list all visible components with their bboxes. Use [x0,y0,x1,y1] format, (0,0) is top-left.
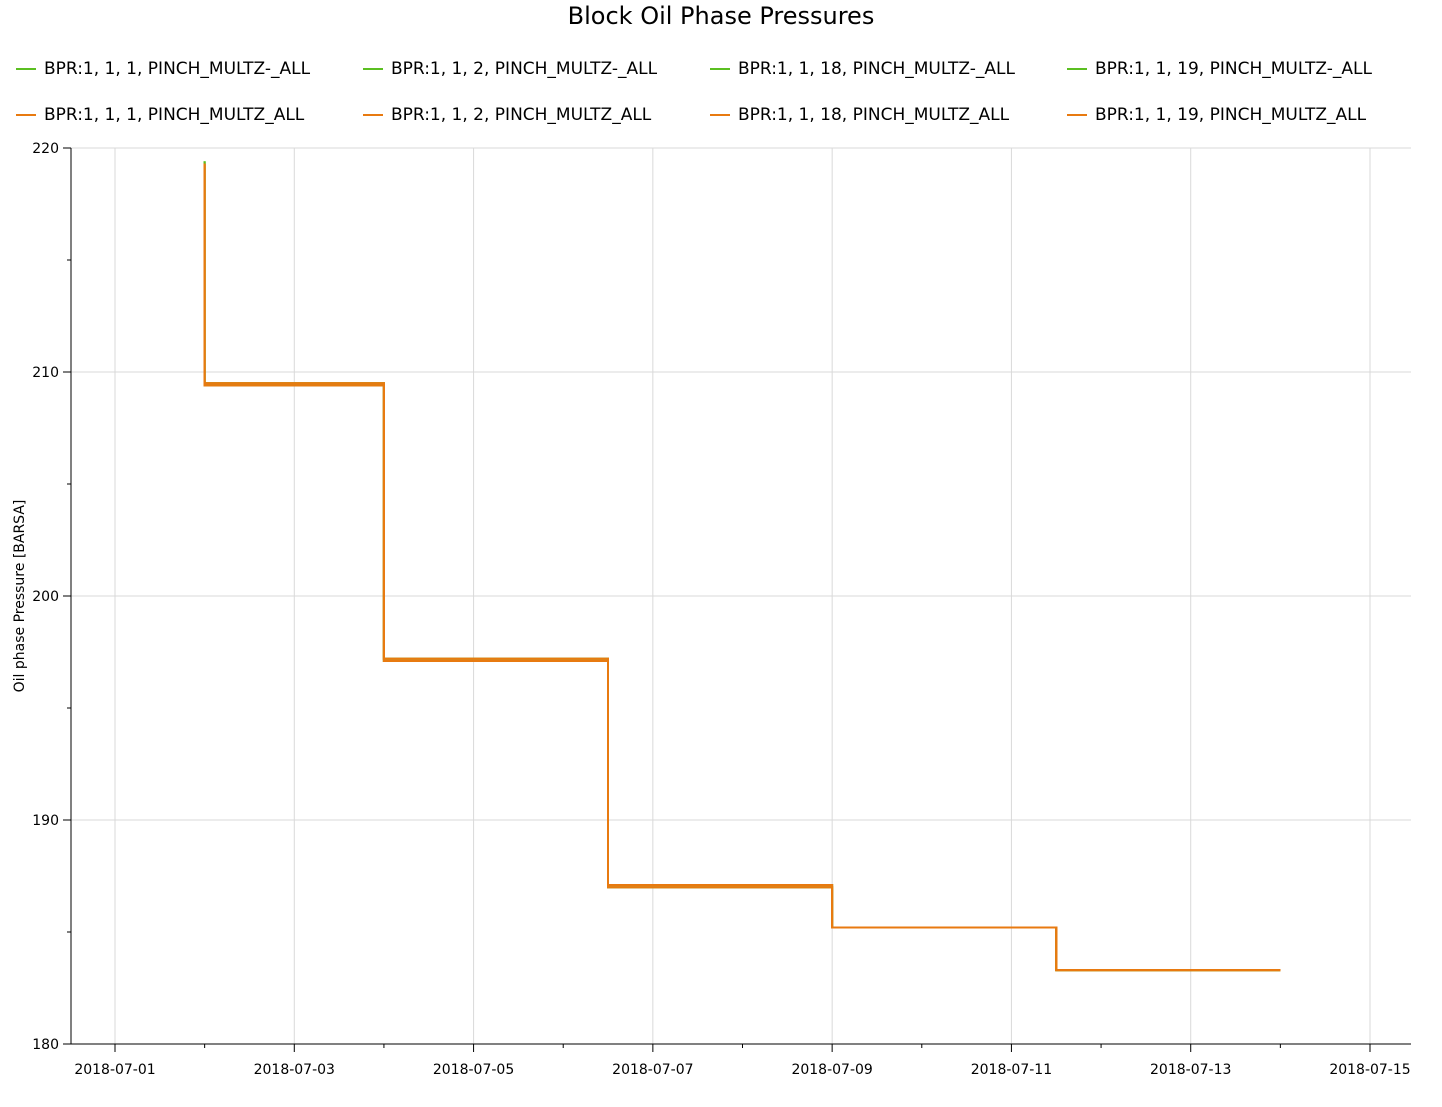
series-line-1 [203,161,1281,972]
x-tick-label: 2018-07-09 [791,1062,872,1078]
legend-item: BPR:1, 1, 2, PINCH_MULTZ-_ALL [363,56,657,82]
tick-labels: 2018-07-01 2018-07-03 2018-07-05 2018-07-07… [32,141,1410,1078]
legend-label: BPR:1, 1, 18, PINCH_MULTZ-_ALL [738,59,1015,79]
x-tick-label: 2018-07-05 [433,1062,514,1078]
y-tick-label: 210 [32,365,59,381]
legend-swatch [710,68,730,70]
series-line-8 [203,163,1281,972]
legend-item: BPR:1, 1, 2, PINCH_MULTZ_ALL [363,102,651,128]
legend-swatch [363,68,383,70]
legend-label: BPR:1, 1, 19, PINCH_MULTZ_ALL [1095,105,1367,125]
series-line-4 [203,161,1281,972]
legend-item: BPR:1, 1, 18, PINCH_MULTZ-_ALL [710,56,1015,82]
legend-item: BPR:1, 1, 19, PINCH_MULTZ_ALL [1067,102,1366,128]
chart-title: Block Oil Phase Pressures [567,2,875,30]
x-tick-label: 2018-07-03 [254,1062,335,1078]
legend-label: BPR:1, 1, 2, PINCH_MULTZ_ALL [391,105,652,125]
y-tick-label: 200 [32,589,59,605]
legend-swatch [1067,114,1087,116]
series-line-3 [203,161,1281,972]
x-tick-label: 2018-07-01 [74,1062,155,1078]
series-line-2 [203,161,1281,972]
legend-item: BPR:1, 1, 19, PINCH_MULTZ-_ALL [1067,56,1372,82]
y-tick-label: 190 [32,813,59,829]
legend-item: BPR:1, 1, 1, PINCH_MULTZ-_ALL [16,56,310,82]
legend: BPR:1, 1, 1, PINCH_MULTZ-_ALL BPR:1, 1, 2… [0,52,1442,142]
x-tick-label: 2018-07-07 [612,1062,693,1078]
series-line-7 [203,163,1281,972]
legend-swatch [16,68,36,70]
series-line-5 [203,163,1281,972]
legend-swatch [16,114,36,116]
x-tick-label: 2018-07-13 [1150,1062,1231,1078]
y-tick-label: 180 [32,1037,59,1053]
legend-swatch [1067,68,1087,70]
legend-label: BPR:1, 1, 19, PINCH_MULTZ-_ALL [1095,59,1372,79]
y-axis-title: Oil phase Pressure [BARSA] [12,500,28,693]
grid [71,147,1411,1045]
legend-item: BPR:1, 1, 18, PINCH_MULTZ_ALL [710,102,1009,128]
legend-label: BPR:1, 1, 1, PINCH_MULTZ-_ALL [44,59,311,79]
legend-swatch [710,114,730,116]
legend-label: BPR:1, 1, 2, PINCH_MULTZ-_ALL [391,59,658,79]
legend-swatch [363,114,383,116]
legend-label: BPR:1, 1, 18, PINCH_MULTZ_ALL [738,105,1010,125]
series-layer [203,161,1281,972]
x-tick-label: 2018-07-11 [971,1062,1052,1078]
axes [63,147,1411,1052]
legend-label: BPR:1, 1, 1, PINCH_MULTZ_ALL [44,105,305,125]
y-tick-label: 220 [32,141,59,157]
series-line-6 [203,163,1281,972]
x-tick-label: 2018-07-15 [1329,1062,1410,1078]
legend-item: BPR:1, 1, 1, PINCH_MULTZ_ALL [16,102,304,128]
